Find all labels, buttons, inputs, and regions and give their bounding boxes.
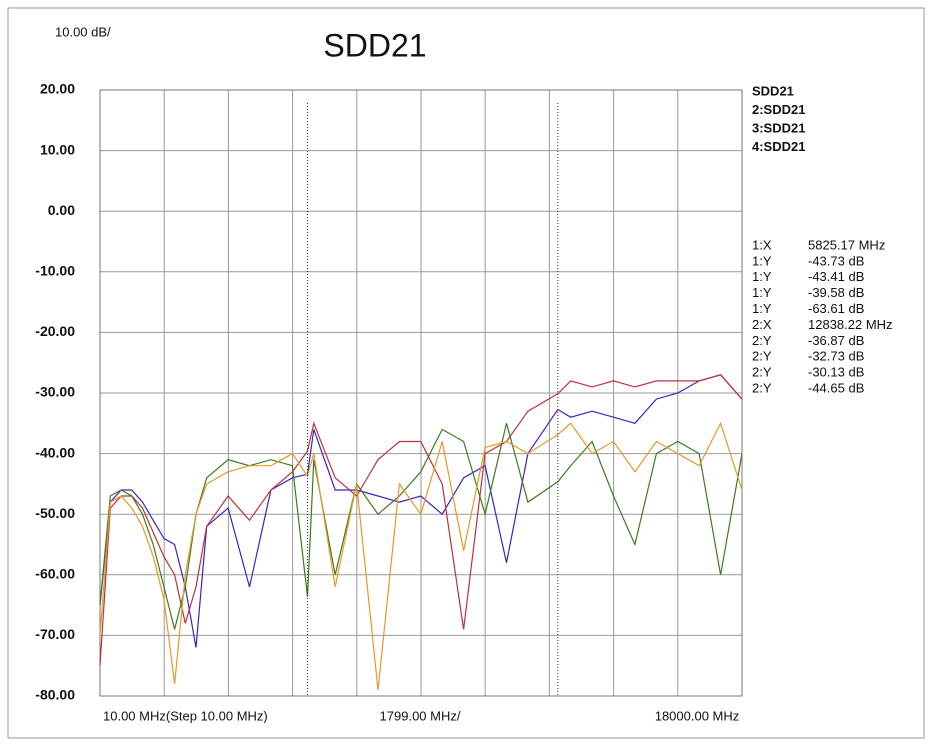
readout-name: 2:Y [752, 381, 772, 396]
readout-value: -43.41 dB [808, 269, 864, 284]
y-tick-label: -50.00 [35, 505, 75, 521]
y-tick-label: 10.00 [40, 141, 75, 157]
y-tick-label: -70.00 [35, 626, 75, 642]
marker-name: 1:X [752, 237, 772, 252]
x-label-step: 1799.00 MHz/ [380, 708, 461, 723]
scale-label: 10.00 dB/ [55, 24, 111, 39]
legend-entry: SDD21 [752, 83, 794, 98]
y-tick-label: -30.00 [35, 384, 75, 400]
readout-value: -43.73 dB [808, 253, 864, 268]
x-label-end: 18000.00 MHz [655, 708, 740, 723]
legend-entry: 2:SDD21 [752, 102, 805, 117]
y-tick-label: -80.00 [35, 687, 75, 703]
readout-name: 1:Y [752, 285, 772, 300]
readout-name: 1:Y [752, 253, 772, 268]
legend-entry: 3:SDD21 [752, 120, 805, 135]
readout-value: -63.61 dB [808, 301, 864, 316]
chart-title: SDD21 [323, 27, 426, 63]
series-line [99, 374, 743, 666]
x-label-start: 10.00 MHz(Step 10.00 MHz) [103, 708, 268, 723]
readout-name: 1:Y [752, 269, 772, 284]
readout-value: -32.73 dB [808, 349, 864, 364]
y-tick-label: 20.00 [40, 81, 75, 97]
readout-value: -39.58 dB [808, 285, 864, 300]
plot-border [99, 89, 743, 697]
readout-name: 2:Y [752, 365, 772, 380]
readout-name: 2:Y [752, 333, 772, 348]
marker-x-value: 5825.17 MHz [808, 237, 885, 252]
readout-value: -44.65 dB [808, 381, 864, 396]
series-line [99, 421, 743, 690]
y-tick-label: -40.00 [35, 444, 75, 460]
y-tick-label: -60.00 [35, 566, 75, 582]
readout-value: -36.87 dB [808, 333, 864, 348]
readout-name: 1:Y [752, 301, 772, 316]
y-tick-label: -10.00 [35, 263, 75, 279]
y-tick-label: -20.00 [35, 323, 75, 339]
marker-name: 2:X [752, 317, 772, 332]
marker-x-value: 12838.22 MHz [808, 317, 893, 332]
y-tick-label: 0.00 [48, 202, 75, 218]
series-line [99, 374, 743, 648]
frame [7, 7, 925, 739]
readout-name: 2:Y [752, 349, 772, 364]
readout-value: -30.13 dB [808, 365, 864, 380]
legend-entry: 4:SDD21 [752, 139, 805, 154]
